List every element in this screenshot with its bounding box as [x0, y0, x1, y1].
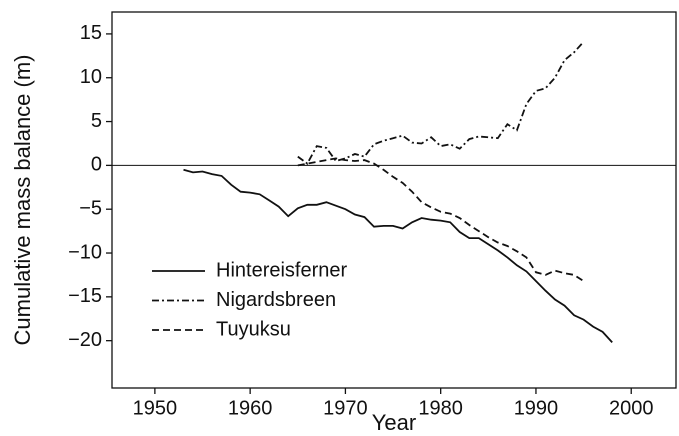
plot-frame [111, 11, 677, 389]
series-line [183, 168, 613, 344]
y-tick-label: −5 [79, 197, 102, 219]
y-tick-label: −15 [68, 285, 102, 307]
x-tick-label: 1950 [133, 397, 178, 419]
y-axis-label: Cumulative mass balance (m) [10, 55, 35, 346]
y-tick-label: −10 [68, 241, 102, 263]
legend-label: Hintereisferner [216, 259, 348, 281]
y-tick-label: 5 [91, 110, 102, 132]
x-tick-label: 1970 [323, 397, 368, 419]
legend-label: Nigardsbreen [216, 289, 336, 311]
legend-label: Tuyuksu [216, 318, 291, 340]
series-line [297, 157, 585, 282]
y-tick-label: −20 [68, 329, 102, 351]
y-tick-label: 10 [80, 66, 102, 88]
x-tick-label: 1990 [514, 397, 559, 419]
x-tick-label: 1980 [418, 397, 463, 419]
x-tick-label: 2000 [609, 397, 654, 419]
x-tick-label: 1960 [228, 397, 273, 419]
y-tick-label: 0 [91, 154, 102, 176]
y-tick-label: 15 [80, 22, 102, 44]
series-line [297, 41, 585, 165]
x-axis-label: Year [372, 410, 416, 435]
